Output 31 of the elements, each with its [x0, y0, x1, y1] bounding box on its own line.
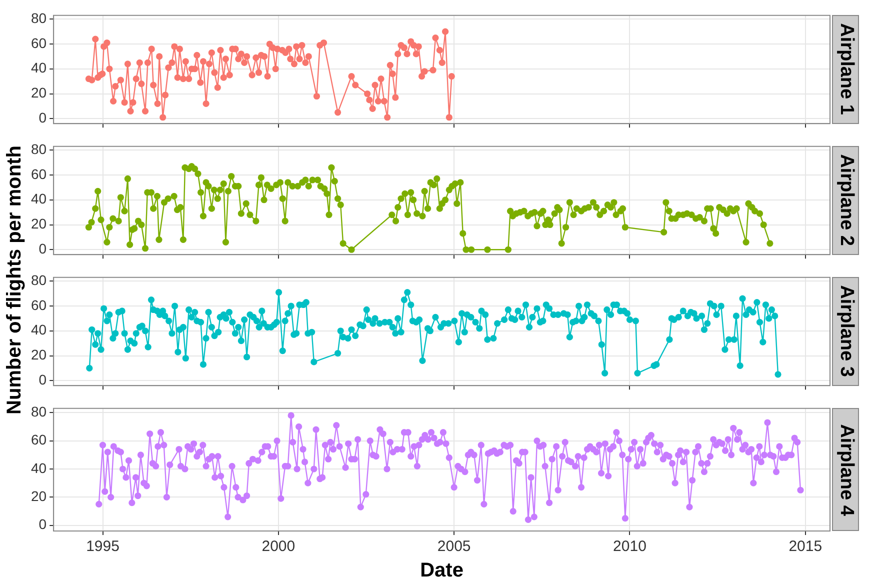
- y-tick-label: 40: [30, 60, 47, 76]
- y-tick-label: 20: [30, 216, 47, 232]
- x-tick-label: 2005: [437, 538, 471, 556]
- y-tick-label: 20: [30, 346, 47, 363]
- x-tick-label: 2015: [788, 538, 822, 556]
- y-tick-label: 80: [30, 272, 47, 288]
- y-tick-label: 40: [30, 190, 47, 207]
- y-tick-label: 20: [30, 488, 47, 504]
- y-tick-label: 80: [30, 140, 47, 157]
- x-axis-title: Date: [420, 560, 464, 582]
- y-tick-label: 0: [38, 109, 47, 126]
- y-tick-label: 60: [30, 166, 47, 182]
- y-tick-label: 80: [30, 403, 47, 420]
- y-tick-label: 40: [30, 460, 47, 476]
- y-tick-label: 60: [30, 296, 47, 313]
- y-tick-label: 60: [30, 34, 47, 51]
- y-tick-label: 40: [30, 322, 47, 338]
- y-axis-title: Number of flights per month: [4, 146, 26, 414]
- text: Airplane 2: [834, 154, 856, 246]
- text: Airplane 4: [834, 424, 856, 516]
- y-tick-label: 20: [30, 84, 47, 101]
- text: Airplane 3: [834, 286, 856, 378]
- y-tick-label: 60: [30, 432, 47, 448]
- x-tick-label: 1995: [86, 538, 120, 556]
- y-tick-label: 0: [38, 240, 47, 256]
- text: Airplane 1: [834, 24, 856, 116]
- y-tick-label: 0: [38, 516, 47, 532]
- x-tick-label: 2000: [262, 538, 296, 556]
- x-tick-label: 2010: [613, 538, 646, 556]
- y-tick-label: 0: [38, 371, 47, 388]
- y-tick-label: 80: [30, 10, 47, 26]
